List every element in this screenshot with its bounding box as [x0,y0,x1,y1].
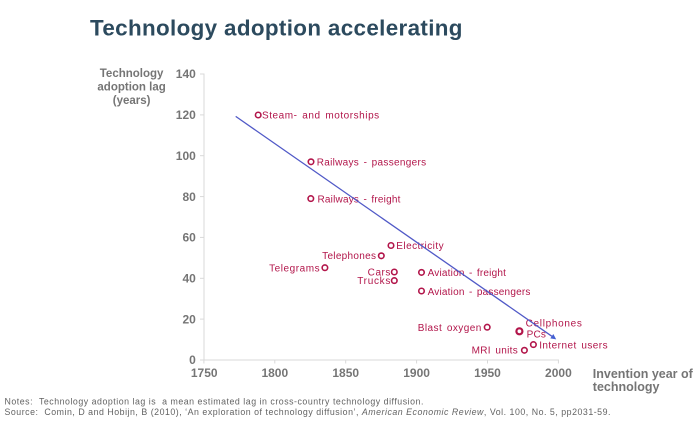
svg-text:PCs: PCs [527,329,547,340]
svg-text:Blast oxygen: Blast oxygen [418,323,482,334]
svg-text:Railways - freight: Railways - freight [318,194,401,205]
svg-text:Electricity: Electricity [396,241,444,252]
svg-text:Cellphones: Cellphones [526,318,583,329]
svg-text:Telegrams: Telegrams [269,263,320,274]
svg-text:1850: 1850 [332,366,359,380]
svg-text:80: 80 [182,190,196,204]
svg-text:Technology adoption accelerati: Technology adoption accelerating [90,16,463,41]
svg-text:(years): (years) [113,95,151,107]
svg-text:140: 140 [176,67,196,81]
svg-text:technology: technology [593,380,660,394]
svg-text:2000: 2000 [545,366,572,380]
svg-text:Aviation - passengers: Aviation - passengers [428,287,531,298]
svg-text:40: 40 [182,272,196,286]
svg-text:Invention year of: Invention year of [593,367,694,381]
svg-text:Steam- and motorships: Steam- and motorships [262,111,380,122]
svg-text:1750: 1750 [191,366,218,380]
svg-text:20: 20 [182,312,196,326]
svg-text:Source: Comin, D and Hobijn,: Source: Comin, D and Hobijn, B (2010), ‘… [5,407,611,417]
svg-text:Railways - passengers: Railways - passengers [317,158,427,169]
svg-text:60: 60 [182,231,196,245]
svg-text:adoption lag: adoption lag [97,81,165,93]
svg-text:Trucks: Trucks [357,276,391,287]
svg-text:1800: 1800 [261,366,288,380]
svg-text:Cars: Cars [368,268,391,279]
svg-text:1900: 1900 [403,366,430,380]
svg-text:0: 0 [189,353,196,367]
svg-text:Aviation - freight: Aviation - freight [428,268,506,279]
svg-text:120: 120 [176,108,196,122]
svg-text:Notes: Technology adoption la: Notes: Technology adoption lag is a mean… [5,397,424,407]
svg-text:Internet users: Internet users [539,340,608,351]
svg-text:MRI units: MRI units [472,345,518,356]
svg-text:Technology: Technology [100,68,164,80]
svg-text:100: 100 [176,149,196,163]
svg-text:Telephones: Telephones [322,251,376,262]
svg-text:1950: 1950 [474,366,501,380]
